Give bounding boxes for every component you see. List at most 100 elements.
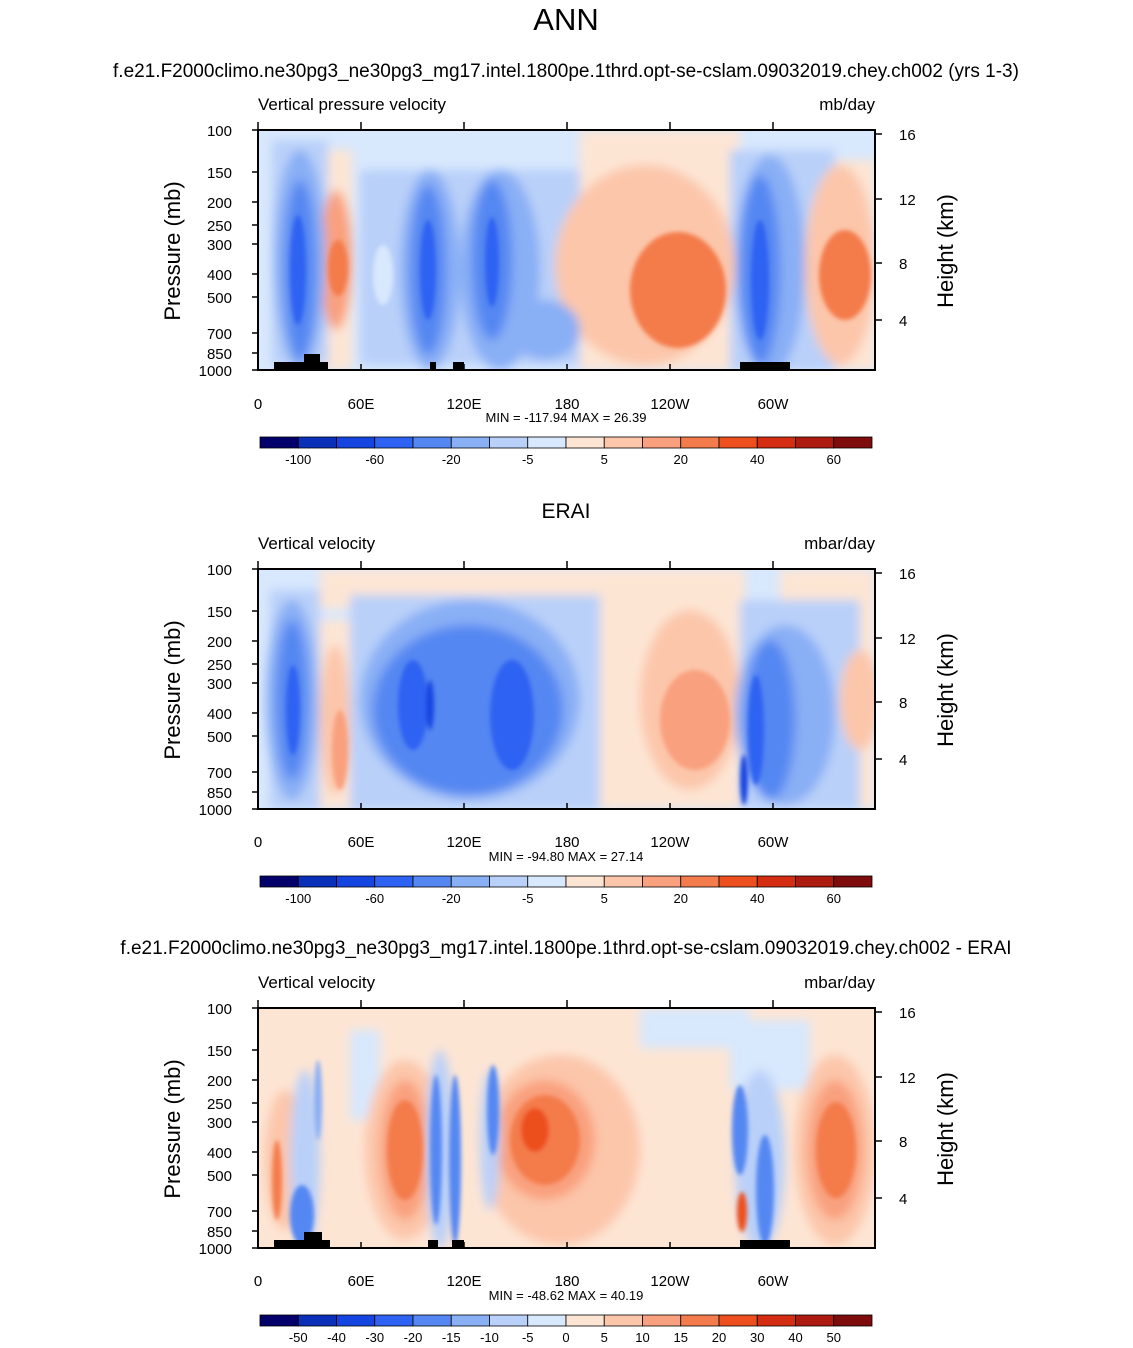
colorbar-label: -60 [365,452,384,467]
panel-2-ylabel-right: Height (km) [933,633,958,747]
colorbar-label: -100 [285,452,311,467]
panel-3-colorbar: -50 -40 -30 -20 -15 -10 -5 0 5 10 15 20 30 40 50 [259,1314,873,1345]
panel-3: f.e21.F2000climo.ne30pg3_ne30pg3_mg17.in… [120,938,1011,1345]
colorbar-swatch [833,1314,873,1327]
panel-3-ylabel-right: Height (km) [933,1072,958,1186]
figure-title: ANN [533,2,598,37]
panel-1-height-tick: 4 [899,313,907,330]
panel-3-height-tick: 4 [899,1191,907,1208]
panel-3-x-tick: 180 [554,1273,579,1290]
colorbar-swatch [489,436,529,449]
panel-1-height-ticks: 16 12 8 4 [875,127,916,330]
panel-2-left-label: Vertical velocity [258,534,376,553]
colorbar-swatch [642,436,682,449]
panel-3-x-tick: 60E [348,1273,375,1290]
panel-1-title: f.e21.F2000climo.ne30pg3_ne30pg3_mg17.in… [113,61,1019,82]
colorbar-swatch [680,436,720,449]
colorbar-label: -20 [442,452,461,467]
panel-3-y-tick: 150 [207,1043,232,1060]
colorbar-swatch [795,875,835,888]
colorbar-swatch [680,1314,720,1327]
panel-1-x-tick: 120E [446,396,481,413]
panel-2-x-tick: 0 [254,834,262,851]
colorbar-swatch [756,1314,796,1327]
colorbar-swatch [336,436,376,449]
colorbar-swatch [297,875,337,888]
panel-3-height-tick: 16 [899,1005,916,1022]
panel-1-x-tick: 60E [348,396,375,413]
colorbar-swatch [718,875,758,888]
colorbar-swatch [718,436,758,449]
colorbar-label: -40 [327,1330,346,1345]
panel-3-x-tick: 120E [446,1273,481,1290]
panel-3-min-max: MIN = -48.62 MAX = 40.19 [489,1288,644,1303]
panel-2-height-tick: 8 [899,695,907,712]
colorbar-swatch [603,1314,643,1327]
panel-2-x-tick: 60W [758,834,790,851]
colorbar-swatch [489,875,529,888]
colorbar-swatch [489,1314,529,1327]
colorbar-label: 5 [601,452,608,467]
panel-1-x-tick: 60W [758,396,790,413]
panel-3-height-tick: 12 [899,1070,916,1087]
panel-3-y-tick: 250 [207,1096,232,1113]
colorbar-swatch [756,875,796,888]
panel-2-x-tick: 180 [554,834,579,851]
panel-2-height-tick: 16 [899,566,916,583]
panel-1-y-tick: 250 [207,218,232,235]
colorbar-swatch [527,436,567,449]
panel-2-y-tick: 250 [207,657,232,674]
colorbar-swatch [412,875,452,888]
panel-2-min-max: MIN = -94.80 MAX = 27.14 [489,849,644,864]
panel-3-y-tick: 100 [207,1001,232,1018]
colorbar-label: 40 [750,891,764,906]
panel-3-y-tick: 300 [207,1115,232,1132]
colorbar-swatch [603,875,643,888]
colorbar-label: -5 [522,891,534,906]
panel-3-y-tick: 400 [207,1145,232,1162]
colorbar-label: -5 [522,1330,534,1345]
panel-1-ylabel-right: Height (km) [933,194,958,308]
colorbar-swatch [756,436,796,449]
panel-1-y-ticks: 100 150 200 250 300 400 500 700 850 1000 [199,123,258,380]
panel-2-x-tick: 120E [446,834,481,851]
panel-2-y-tick: 300 [207,676,232,693]
panel-3-y-ticks: 100 150 200 250 300 400 500 700 850 1000 [199,1001,258,1258]
panel-1-x-ticks: 0 60E 120E 180 120W 60W [254,122,789,413]
panel-3-y-tick: 700 [207,1204,232,1221]
panel-3-x-tick: 120W [650,1273,690,1290]
colorbar-label: -20 [404,1330,423,1345]
panel-2-height-ticks: 16 12 8 4 [875,566,916,769]
colorbar-label: 50 [827,1330,841,1345]
colorbar-swatch [527,875,567,888]
panel-1-x-tick: 180 [554,396,579,413]
colorbar-label: -15 [442,1330,461,1345]
colorbar-label: 20 [674,452,688,467]
panel-1-left-label: Vertical pressure velocity [258,95,447,114]
panel-3-y-tick: 1000 [199,1241,232,1258]
colorbar-label: 10 [635,1330,649,1345]
colorbar-swatch [527,1314,567,1327]
colorbar-swatch [259,436,299,449]
colorbar-swatch [297,436,337,449]
panel-2-y-tick: 500 [207,729,232,746]
panel-2-colorbar: -100 -60 -20 -5 5 20 40 60 [259,875,873,906]
panel-1-y-tick: 700 [207,326,232,343]
panel-1-ylabel: Pressure (mb) [160,181,185,320]
panel-1-colorbar: -100 -60 -20 -5 5 20 40 60 [259,436,873,467]
panel-2-height-tick: 12 [899,631,916,648]
colorbar-label: 40 [788,1330,802,1345]
panel-3-y-tick: 200 [207,1073,232,1090]
colorbar-swatch [833,436,873,449]
panel-1-y-tick: 150 [207,165,232,182]
panel-3-y-tick: 500 [207,1168,232,1185]
colorbar-label: 0 [562,1330,569,1345]
panel-1-y-tick: 300 [207,237,232,254]
colorbar-swatch [603,436,643,449]
panel-1-y-tick: 500 [207,290,232,307]
colorbar-swatch [412,1314,452,1327]
panel-2-y-tick: 700 [207,765,232,782]
colorbar-label: -20 [442,891,461,906]
panel-2-y-tick: 1000 [199,802,232,819]
panel-1-x-tick: 120W [650,396,690,413]
